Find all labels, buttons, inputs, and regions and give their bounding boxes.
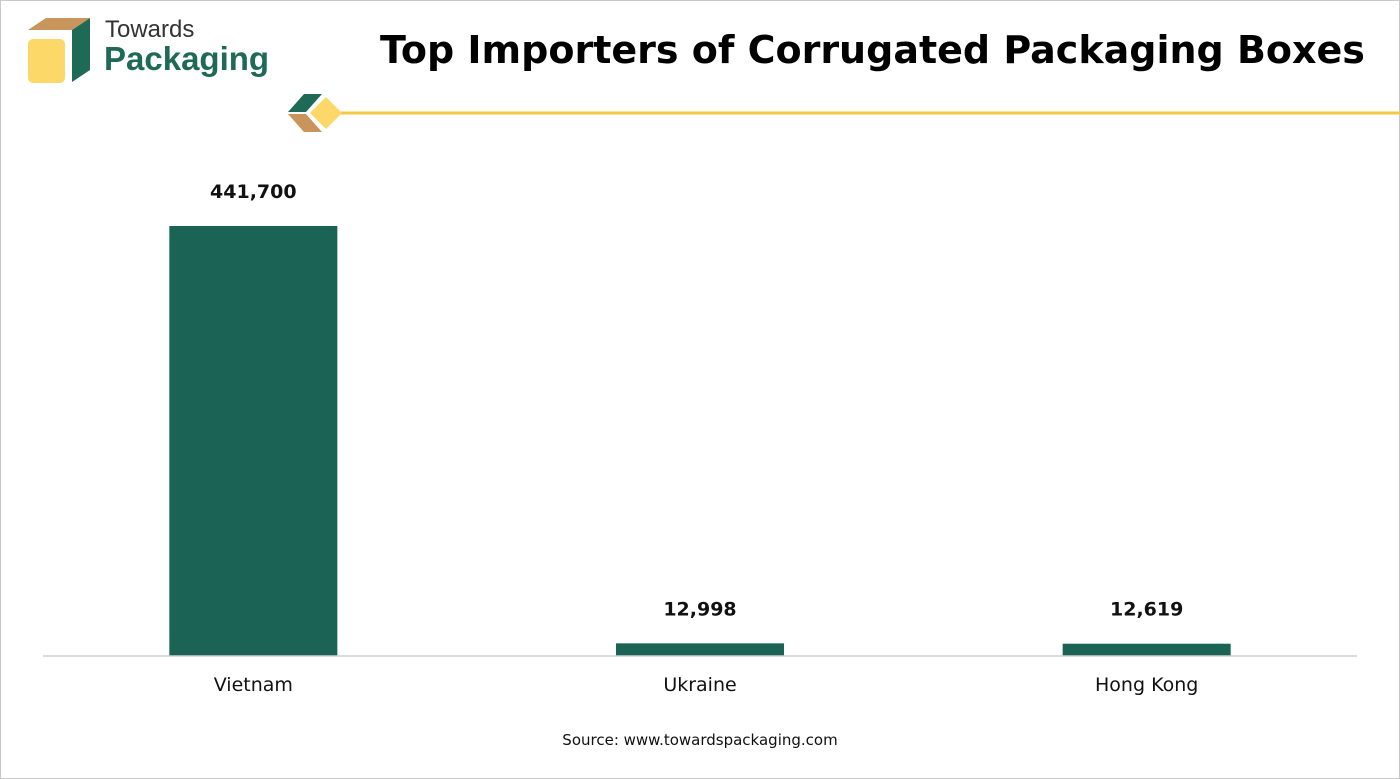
title-divider xyxy=(284,88,1400,143)
bar-vietnam xyxy=(169,226,338,656)
chart-title: Top Importers of Corrugated Packaging Bo… xyxy=(380,28,1365,72)
logo-text-bottom: Packaging xyxy=(104,40,270,77)
category-label: Hong Kong xyxy=(1095,674,1198,696)
data-label: 441,700 xyxy=(210,181,297,203)
category-label: Vietnam xyxy=(214,674,293,696)
bars-layer xyxy=(169,226,1231,656)
labels-layer: 441,700 Vietnam 12,998 Ukraine 12,619 Hong Ko… xyxy=(210,181,1198,696)
bar-hong-kong xyxy=(1062,643,1231,656)
source-note: Source: www.towardspackaging.com xyxy=(562,731,838,749)
divider-diamond-icon xyxy=(288,94,322,112)
brand-logo: Towards Packaging xyxy=(22,14,282,89)
logo-text-top: Towards xyxy=(105,16,195,43)
box-logo-icon xyxy=(28,18,90,83)
data-label: 12,619 xyxy=(1110,599,1183,621)
category-label: Ukraine xyxy=(663,674,736,696)
bar-ukraine xyxy=(616,643,784,656)
data-label: 12,998 xyxy=(663,598,736,620)
